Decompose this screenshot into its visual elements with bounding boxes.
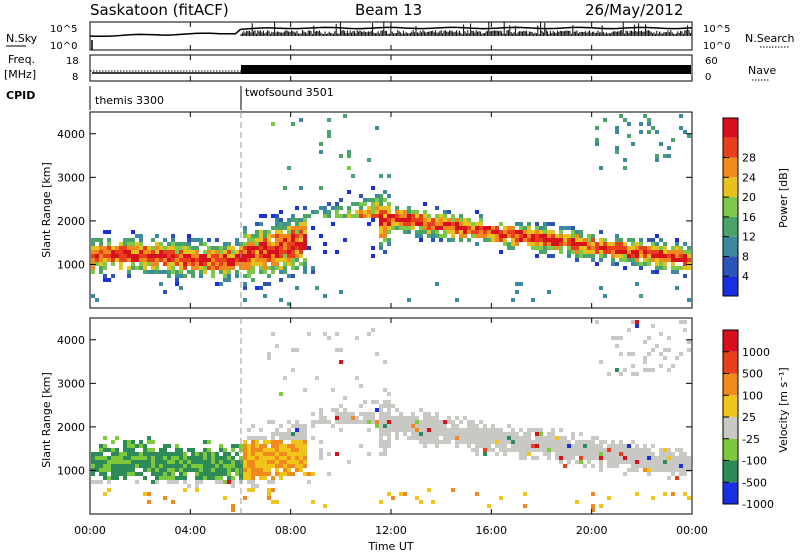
freq-right-tick-top: 60 xyxy=(705,56,718,67)
cpid-mode-twofsound: twofsound 3501 xyxy=(245,86,334,99)
nsearch-label: N.Search xyxy=(745,32,795,45)
noise-left-tick-top: 10^5 xyxy=(50,24,77,35)
x-axis-label: Time UT xyxy=(367,540,413,553)
vel-cbar-tick-1: 500 xyxy=(742,368,763,381)
power-yaxis-ticks: 1000 2000 3000 4000 xyxy=(57,128,692,271)
velocity-ylabel: Slant Range [km] xyxy=(40,372,53,468)
vel-yticks-label-2: 3000 xyxy=(57,377,85,390)
nsky-label: N.Sky xyxy=(6,32,38,45)
x-tick-label-3: 12:00 xyxy=(375,524,407,537)
freq-panel: Freq. [MHz] 18 8 60 0 Nave xyxy=(4,53,776,83)
vel-cbar-tick-4: -25 xyxy=(742,433,760,446)
power-ylabel: Slant Range [km] xyxy=(40,162,53,258)
beam-title: Beam 13 xyxy=(355,1,422,19)
x-tick-label-1: 04:00 xyxy=(174,524,206,537)
nave-label: Nave xyxy=(748,64,776,77)
cpid-label: CPID xyxy=(6,89,35,102)
date-title: 26/May/2012 xyxy=(585,1,683,19)
x-tick-label-2: 08:00 xyxy=(275,524,307,537)
freq-nave-band xyxy=(241,65,691,74)
vel-yticks-label-1: 2000 xyxy=(57,421,85,434)
x-axis-ticks: 00:00 04:00 08:00 12:00 16:00 20:00 00:00 xyxy=(74,22,708,537)
cpid-mode-themis: themis 3300 xyxy=(95,94,164,107)
power-heatmap xyxy=(91,114,691,306)
x-tick-label-6: 00:00 xyxy=(676,524,708,537)
power-cbar-tick-0: 4 xyxy=(742,270,749,283)
vel-cbar-tick-3: 25 xyxy=(742,411,756,424)
freq-left-tick-bottom: 8 xyxy=(72,72,78,83)
vel-yticks-label-0: 1000 xyxy=(57,464,85,477)
noise-search-spikes xyxy=(91,22,693,50)
noise-panel: N.Sky 10^5 10^0 10^5 10^0 N.Search xyxy=(6,21,795,52)
velocity-colorbar-label: Velocity [m s⁻¹] xyxy=(777,367,790,452)
freq-left-tick-top: 18 xyxy=(66,56,79,67)
velocity-yaxis-ticks: 1000 2000 3000 4000 xyxy=(57,334,692,477)
noise-left-tick-bottom: 10^0 xyxy=(50,41,77,52)
power-cbar-tick-1: 8 xyxy=(742,250,749,263)
power-cbar-tick-3: 16 xyxy=(742,211,756,224)
power-cbar-tick-4: 20 xyxy=(742,191,756,204)
power-colorbar: 4 8 12 16 20 24 28 xyxy=(722,117,756,297)
power-yticks-label-0: 1000 xyxy=(57,258,85,271)
cpid-row: CPID themis 3300 twofsound 3501 xyxy=(6,86,334,110)
power-yticks-label-2: 3000 xyxy=(57,171,85,184)
freq-unit-label: [MHz] xyxy=(4,68,36,81)
power-cbar-tick-5: 24 xyxy=(742,171,756,184)
power-cbar-tick-6: 28 xyxy=(742,152,756,165)
freq-right-tick-bottom: 0 xyxy=(705,72,711,83)
power-yticks-label-3: 4000 xyxy=(57,128,85,141)
power-yticks-label-1: 2000 xyxy=(57,215,85,228)
velocity-panel: 1000 2000 3000 4000 Slant Range [km] 1000 50… xyxy=(40,317,790,515)
vel-cbar-tick-7: -1000 xyxy=(742,498,774,511)
power-panel: 1000 2000 3000 4000 Slant Range [km] 4 8 12 16… xyxy=(40,111,790,309)
vel-cbar-tick-0: 1000 xyxy=(742,346,770,359)
vel-cbar-tick-5: -100 xyxy=(742,455,767,468)
velocity-heatmap xyxy=(91,320,691,512)
vel-cbar-tick-6: -500 xyxy=(742,476,767,489)
x-tick-label-0: 00:00 xyxy=(74,524,106,537)
noise-right-tick-top: 10^5 xyxy=(703,24,730,35)
velocity-colorbar: 1000 500 100 25 -25 -100 -500 -1000 xyxy=(722,329,774,511)
x-tick-label-4: 16:00 xyxy=(475,524,507,537)
x-tick-label-5: 20:00 xyxy=(576,524,608,537)
noise-right-tick-bottom: 10^0 xyxy=(703,41,730,52)
power-cbar-tick-2: 12 xyxy=(742,231,756,244)
power-colorbar-label: Power [dB] xyxy=(777,168,790,228)
freq-label: Freq. xyxy=(8,53,35,66)
vel-yticks-label-3: 4000 xyxy=(57,334,85,347)
station-title: Saskatoon (fitACF) xyxy=(90,1,229,19)
vel-cbar-tick-2: 100 xyxy=(742,389,763,402)
